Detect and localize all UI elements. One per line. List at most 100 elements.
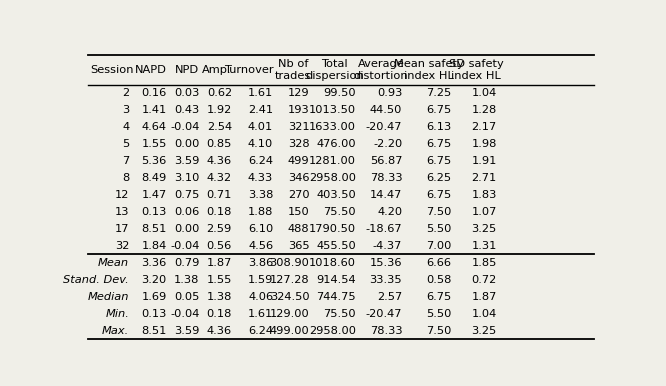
Text: 1.55: 1.55 [141,139,167,149]
Text: 1.07: 1.07 [472,207,497,217]
Text: 321: 321 [288,122,309,132]
Text: 0.71: 0.71 [206,190,232,200]
Text: 2.59: 2.59 [206,224,232,234]
Text: 1.98: 1.98 [472,139,497,149]
Text: 2958.00: 2958.00 [309,173,356,183]
Text: 1.87: 1.87 [472,292,497,302]
Text: Nb of
trades: Nb of trades [275,59,312,81]
Text: 0.06: 0.06 [174,207,199,217]
Text: 75.50: 75.50 [323,309,356,319]
Text: 4: 4 [122,122,129,132]
Text: 3: 3 [122,105,129,115]
Text: 2958.00: 2958.00 [309,326,356,335]
Text: 4.20: 4.20 [377,207,402,217]
Text: 7: 7 [122,156,129,166]
Text: 308.90: 308.90 [270,258,309,268]
Text: 0.13: 0.13 [141,309,167,319]
Text: 1.04: 1.04 [472,88,497,98]
Text: 1.31: 1.31 [472,241,497,251]
Text: 1.61: 1.61 [248,309,273,319]
Text: 1.69: 1.69 [142,292,167,302]
Text: 1633.00: 1633.00 [309,122,356,132]
Text: 0.00: 0.00 [174,139,199,149]
Text: 1018.60: 1018.60 [309,258,356,268]
Text: 3.10: 3.10 [174,173,199,183]
Text: 0.72: 0.72 [472,275,497,285]
Text: 2: 2 [122,88,129,98]
Text: 5.36: 5.36 [142,156,167,166]
Text: 3.59: 3.59 [174,156,199,166]
Text: Mean: Mean [98,258,129,268]
Text: 129.00: 129.00 [270,309,309,319]
Text: 4.36: 4.36 [206,156,232,166]
Text: 1.28: 1.28 [472,105,497,115]
Text: 4.56: 4.56 [248,241,273,251]
Text: 32: 32 [115,241,129,251]
Text: -0.04: -0.04 [170,241,199,251]
Text: 6.13: 6.13 [426,122,452,132]
Text: 6.10: 6.10 [248,224,273,234]
Text: -2.20: -2.20 [373,139,402,149]
Text: Stand. Dev.: Stand. Dev. [63,275,129,285]
Text: 1.87: 1.87 [206,258,232,268]
Text: 488: 488 [288,224,309,234]
Text: 4.10: 4.10 [248,139,273,149]
Text: 1.38: 1.38 [206,292,232,302]
Text: 8.49: 8.49 [142,173,167,183]
Text: 3.59: 3.59 [174,326,199,335]
Text: 7.25: 7.25 [426,88,452,98]
Text: 0.43: 0.43 [174,105,199,115]
Text: 1013.50: 1013.50 [308,105,356,115]
Text: -4.37: -4.37 [373,241,402,251]
Text: 14.47: 14.47 [370,190,402,200]
Text: 7.50: 7.50 [426,326,452,335]
Text: 1790.50: 1790.50 [308,224,356,234]
Text: 78.33: 78.33 [370,326,402,335]
Text: 0.75: 0.75 [174,190,199,200]
Text: 1.04: 1.04 [472,309,497,319]
Text: -20.47: -20.47 [366,309,402,319]
Text: 2.57: 2.57 [377,292,402,302]
Text: 8: 8 [122,173,129,183]
Text: -20.47: -20.47 [366,122,402,132]
Text: 0.16: 0.16 [142,88,167,98]
Text: 499.00: 499.00 [270,326,309,335]
Text: 3.38: 3.38 [248,190,273,200]
Text: 744.75: 744.75 [316,292,356,302]
Text: 6.75: 6.75 [426,156,452,166]
Text: 0.18: 0.18 [206,207,232,217]
Text: 0.56: 0.56 [206,241,232,251]
Text: 3.36: 3.36 [142,258,167,268]
Text: 4.06: 4.06 [248,292,273,302]
Text: 1.47: 1.47 [142,190,167,200]
Text: 455.50: 455.50 [316,241,356,251]
Text: 193: 193 [288,105,309,115]
Text: 150: 150 [288,207,309,217]
Text: Mean safety
index HL: Mean safety index HL [394,59,464,81]
Text: 5.50: 5.50 [426,309,452,319]
Text: 4.36: 4.36 [206,326,232,335]
Text: 2.41: 2.41 [248,105,273,115]
Text: 12: 12 [115,190,129,200]
Text: 365: 365 [288,241,309,251]
Text: 1.55: 1.55 [206,275,232,285]
Text: 1.84: 1.84 [142,241,167,251]
Text: NPD: NPD [175,65,199,75]
Text: 1.38: 1.38 [174,275,199,285]
Text: 6.75: 6.75 [426,139,452,149]
Text: Min.: Min. [105,309,129,319]
Text: 7.00: 7.00 [426,241,452,251]
Text: 3.25: 3.25 [472,326,497,335]
Text: 0.03: 0.03 [174,88,199,98]
Text: 4.32: 4.32 [206,173,232,183]
Text: Amp.: Amp. [202,65,232,75]
Text: 6.75: 6.75 [426,105,452,115]
Text: 78.33: 78.33 [370,173,402,183]
Text: Turnover: Turnover [224,65,273,75]
Text: 2.54: 2.54 [206,122,232,132]
Text: 0.13: 0.13 [141,207,167,217]
Text: 17: 17 [115,224,129,234]
Text: 2.17: 2.17 [472,122,497,132]
Text: 0.58: 0.58 [426,275,452,285]
Text: 6.25: 6.25 [426,173,452,183]
